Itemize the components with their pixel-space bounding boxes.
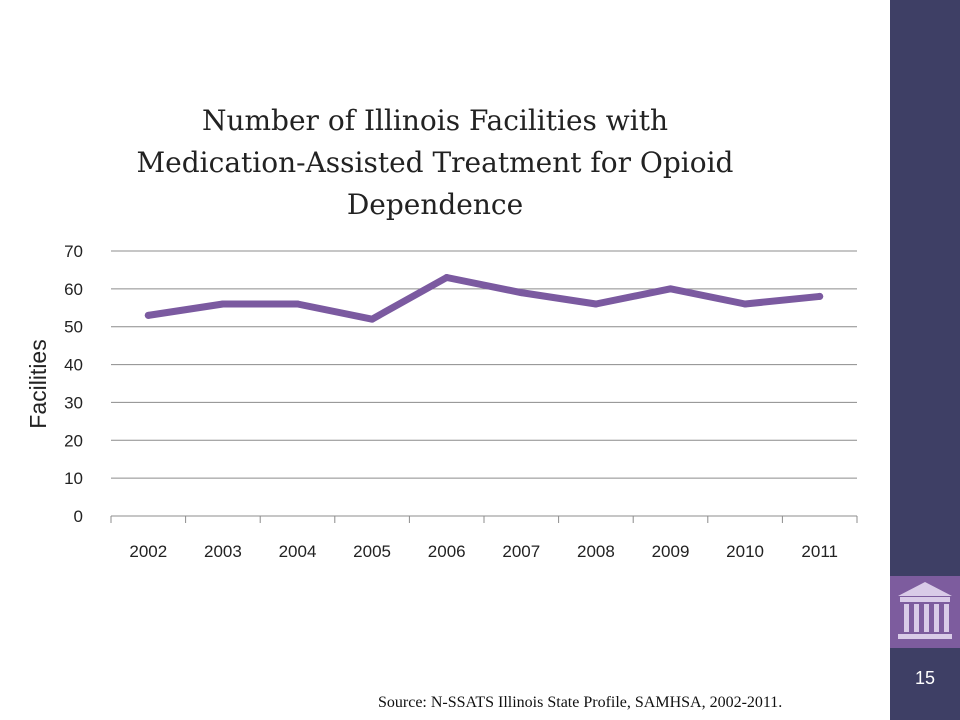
- y-tick-label: 50: [64, 318, 83, 337]
- y-tick-label: 60: [64, 280, 83, 299]
- line-chart: 0 10 20 30 40 50 60 70 2002 2003 2004 2005 2006 2007 2…: [25, 242, 858, 561]
- data-point: [368, 315, 376, 323]
- source-note: Source: N-SSATS Illinois State Profile, …: [378, 694, 783, 711]
- x-tick-label: 2009: [652, 542, 690, 561]
- y-tick-label: 10: [64, 469, 83, 488]
- x-tick-label: 2002: [129, 542, 167, 561]
- y-tick-label: 30: [64, 393, 83, 412]
- data-point: [144, 311, 152, 319]
- data-point: [592, 300, 600, 308]
- y-axis-label: Facilities: [25, 339, 51, 428]
- x-tick-label: 2003: [204, 542, 242, 561]
- data-point: [517, 289, 525, 297]
- data-point: [667, 285, 674, 293]
- x-tick-label: 2004: [279, 542, 317, 561]
- page-number: 15: [914, 668, 936, 688]
- x-tick-label: 2006: [428, 542, 466, 561]
- x-tick-label: 2011: [801, 542, 838, 561]
- y-tick-label: 20: [64, 431, 83, 450]
- x-tick-label: 2008: [577, 542, 615, 561]
- building-columns-icon: [890, 576, 960, 648]
- data-point: [816, 292, 824, 300]
- data-point: [294, 300, 301, 308]
- data-point: [741, 300, 749, 308]
- chart-title-line-2: Medication-Assisted Treatment for Opioid: [136, 146, 734, 179]
- chart-title-line-1: Number of Illinois Facilities with: [201, 104, 669, 137]
- x-tick-label: 2010: [726, 542, 764, 561]
- chart-title: Number of Illinois Facilities with Medic…: [40, 100, 830, 226]
- series-line: [144, 274, 824, 323]
- data-point: [443, 274, 451, 281]
- chart-title-line-3: Dependence: [346, 188, 524, 221]
- y-tick-label: 40: [64, 356, 83, 375]
- y-tick-label: 70: [64, 242, 83, 261]
- x-tick-label: 2007: [502, 542, 540, 561]
- y-tick-label: 0: [74, 507, 83, 526]
- x-tick-label: 2005: [353, 542, 391, 561]
- data-point: [219, 300, 227, 308]
